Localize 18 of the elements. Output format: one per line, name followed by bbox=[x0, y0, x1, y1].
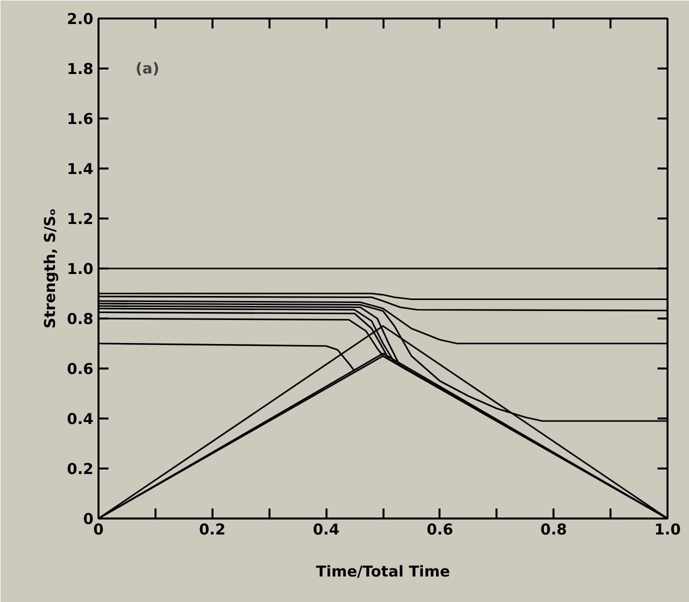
y-tick-label: 1.6 bbox=[66, 110, 94, 128]
x-axis-title: Time/Total Time bbox=[316, 562, 450, 580]
y-tick-label: 1.4 bbox=[66, 160, 94, 178]
y-tick-label: 2.0 bbox=[66, 10, 94, 28]
x-tick-label: 0.6 bbox=[426, 520, 454, 538]
x-tick-label: 0.4 bbox=[312, 520, 340, 538]
y-axis-title: Strength, S/Sₒ bbox=[40, 208, 59, 329]
y-tick-label: 0.8 bbox=[66, 310, 94, 328]
y-tick-label: 0.4 bbox=[66, 410, 94, 428]
y-tick-label: 1.8 bbox=[66, 60, 94, 78]
y-tick-label: 0.6 bbox=[66, 360, 94, 378]
x-tick-label: 1.0 bbox=[654, 520, 681, 538]
x-tick-label: 0.8 bbox=[540, 520, 567, 538]
annotation: (a) bbox=[135, 60, 160, 78]
y-tick-label: 0.2 bbox=[66, 460, 94, 478]
x-tick-label: 0.2 bbox=[199, 520, 226, 538]
y-tick-label: 1.2 bbox=[66, 210, 94, 228]
y-tick-label: 1.0 bbox=[66, 260, 94, 278]
